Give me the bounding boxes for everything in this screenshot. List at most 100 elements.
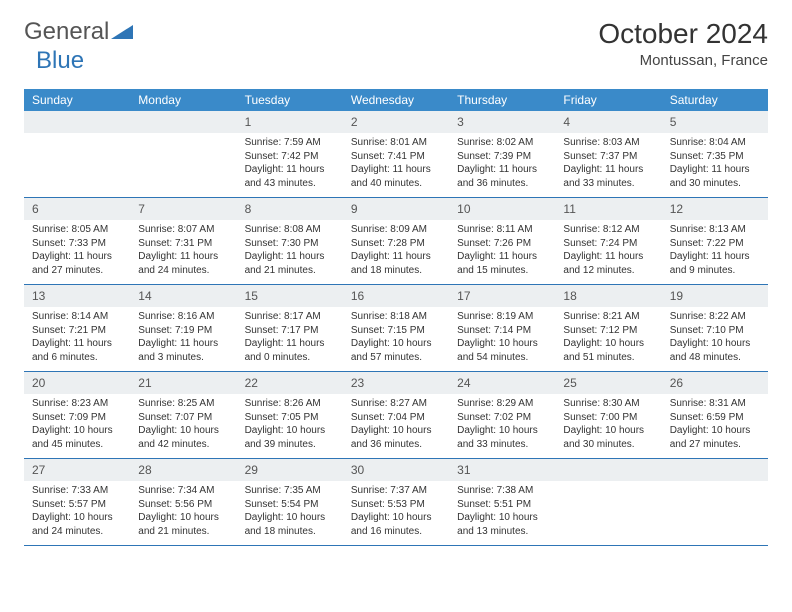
day-detail: Sunrise: 8:18 AMSunset: 7:15 PMDaylight:… — [343, 307, 449, 370]
sunset-text: Sunset: 5:56 PM — [138, 498, 228, 512]
calendar-day-cell: 17 Sunrise: 8:19 AMSunset: 7:14 PMDayligh… — [449, 285, 555, 371]
sunset-text: Sunset: 7:14 PM — [457, 324, 547, 338]
day-number: 27 — [24, 459, 130, 481]
day-detail: Sunrise: 7:59 AMSunset: 7:42 PMDaylight:… — [237, 133, 343, 196]
calendar-day-cell — [555, 459, 661, 545]
sunrise-text: Sunrise: 8:30 AM — [563, 397, 653, 411]
daylight-text: Daylight: 11 hours and 6 minutes. — [32, 337, 122, 364]
calendar-day-cell: 11Sunrise: 8:12 AMSunset: 7:24 PMDayligh… — [555, 198, 661, 284]
day-number: 16 — [343, 285, 449, 307]
calendar-day-cell: 12Sunrise: 8:13 AMSunset: 7:22 PMDayligh… — [662, 198, 768, 284]
daylight-text: Daylight: 10 hours and 54 minutes. — [457, 337, 547, 364]
calendar-day-cell: 4Sunrise: 8:03 AMSunset: 7:37 PMDaylight… — [555, 111, 661, 197]
calendar-day-cell — [24, 111, 130, 197]
daylight-text: Daylight: 11 hours and 40 minutes. — [351, 163, 441, 190]
daylight-text: Daylight: 11 hours and 30 minutes. — [670, 163, 760, 190]
day-number — [24, 111, 130, 133]
sunset-text: Sunset: 7:26 PM — [457, 237, 547, 251]
sunset-text: Sunset: 7:39 PM — [457, 150, 547, 164]
day-number: 13 — [24, 285, 130, 307]
sunrise-text: Sunrise: 7:35 AM — [245, 484, 335, 498]
calendar-day-cell: 9Sunrise: 8:09 AMSunset: 7:28 PMDaylight… — [343, 198, 449, 284]
day-number: 24 — [449, 372, 555, 394]
day-number: 17 — [449, 285, 555, 307]
day-detail: Sunrise: 8:04 AMSunset: 7:35 PMDaylight:… — [662, 133, 768, 196]
daylight-text: Daylight: 10 hours and 36 minutes. — [351, 424, 441, 451]
sunset-text: Sunset: 7:30 PM — [245, 237, 335, 251]
sunset-text: Sunset: 7:31 PM — [138, 237, 228, 251]
calendar-day-cell: 27Sunrise: 7:33 AMSunset: 5:57 PMDayligh… — [24, 459, 130, 545]
day-number — [130, 111, 236, 133]
daylight-text: Daylight: 10 hours and 57 minutes. — [351, 337, 441, 364]
sunset-text: Sunset: 7:04 PM — [351, 411, 441, 425]
page-title: October 2024 — [598, 18, 768, 50]
day-detail: Sunrise: 8:14 AMSunset: 7:21 PMDaylight:… — [24, 307, 130, 370]
calendar: Sunday Monday Tuesday Wednesday Thursday… — [24, 89, 768, 546]
sunrise-text: Sunrise: 8:19 AM — [457, 310, 547, 324]
day-number — [662, 459, 768, 481]
sunset-text: Sunset: 7:02 PM — [457, 411, 547, 425]
day-detail: Sunrise: 8:13 AMSunset: 7:22 PMDaylight:… — [662, 220, 768, 283]
sunrise-text: Sunrise: 8:03 AM — [563, 136, 653, 150]
day-number: 14 — [130, 285, 236, 307]
sunrise-text: Sunrise: 7:37 AM — [351, 484, 441, 498]
sunset-text: Sunset: 7:00 PM — [563, 411, 653, 425]
sunset-text: Sunset: 7:21 PM — [32, 324, 122, 338]
sunrise-text: Sunrise: 8:17 AM — [245, 310, 335, 324]
daylight-text: Daylight: 10 hours and 18 minutes. — [245, 511, 335, 538]
daylight-text: Daylight: 10 hours and 24 minutes. — [32, 511, 122, 538]
brand-triangle-icon — [111, 18, 133, 46]
sunset-text: Sunset: 7:28 PM — [351, 237, 441, 251]
calendar-day-cell: 24Sunrise: 8:29 AMSunset: 7:02 PMDayligh… — [449, 372, 555, 458]
day-number: 28 — [130, 459, 236, 481]
sunrise-text: Sunrise: 8:22 AM — [670, 310, 760, 324]
daylight-text: Daylight: 11 hours and 12 minutes. — [563, 250, 653, 277]
calendar-day-cell: 28Sunrise: 7:34 AMSunset: 5:56 PMDayligh… — [130, 459, 236, 545]
sunrise-text: Sunrise: 8:13 AM — [670, 223, 760, 237]
calendar-day-cell: 14Sunrise: 8:16 AMSunset: 7:19 PMDayligh… — [130, 285, 236, 371]
daylight-text: Daylight: 10 hours and 13 minutes. — [457, 511, 547, 538]
sunset-text: Sunset: 7:42 PM — [245, 150, 335, 164]
daylight-text: Daylight: 11 hours and 24 minutes. — [138, 250, 228, 277]
sunrise-text: Sunrise: 7:34 AM — [138, 484, 228, 498]
sunrise-text: Sunrise: 7:38 AM — [457, 484, 547, 498]
sunrise-text: Sunrise: 8:25 AM — [138, 397, 228, 411]
day-number: 30 — [343, 459, 449, 481]
day-detail: Sunrise: 8:29 AMSunset: 7:02 PMDaylight:… — [449, 394, 555, 457]
sunset-text: Sunset: 7:09 PM — [32, 411, 122, 425]
daylight-text: Daylight: 11 hours and 0 minutes. — [245, 337, 335, 364]
sunrise-text: Sunrise: 8:07 AM — [138, 223, 228, 237]
sunset-text: Sunset: 7:33 PM — [32, 237, 122, 251]
calendar-day-cell: 3Sunrise: 8:02 AMSunset: 7:39 PMDaylight… — [449, 111, 555, 197]
sunset-text: Sunset: 7:17 PM — [245, 324, 335, 338]
day-detail: Sunrise: 7:33 AMSunset: 5:57 PMDaylight:… — [24, 481, 130, 544]
daylight-text: Daylight: 10 hours and 42 minutes. — [138, 424, 228, 451]
day-number: 23 — [343, 372, 449, 394]
day-number: 8 — [237, 198, 343, 220]
sunrise-text: Sunrise: 8:23 AM — [32, 397, 122, 411]
calendar-week-row: 20Sunrise: 8:23 AMSunset: 7:09 PMDayligh… — [24, 372, 768, 459]
daylight-text: Daylight: 10 hours and 39 minutes. — [245, 424, 335, 451]
day-detail: Sunrise: 8:12 AMSunset: 7:24 PMDaylight:… — [555, 220, 661, 283]
sunrise-text: Sunrise: 8:09 AM — [351, 223, 441, 237]
sunrise-text: Sunrise: 8:21 AM — [563, 310, 653, 324]
daylight-text: Daylight: 10 hours and 33 minutes. — [457, 424, 547, 451]
daylight-text: Daylight: 11 hours and 27 minutes. — [32, 250, 122, 277]
weekday-header-row: Sunday Monday Tuesday Wednesday Thursday… — [24, 89, 768, 111]
weekday-wednesday: Wednesday — [343, 89, 449, 111]
day-detail: Sunrise: 8:02 AMSunset: 7:39 PMDaylight:… — [449, 133, 555, 196]
daylight-text: Daylight: 11 hours and 33 minutes. — [563, 163, 653, 190]
daylight-text: Daylight: 10 hours and 27 minutes. — [670, 424, 760, 451]
calendar-day-cell: 6Sunrise: 8:05 AMSunset: 7:33 PMDaylight… — [24, 198, 130, 284]
sunrise-text: Sunrise: 8:14 AM — [32, 310, 122, 324]
weekday-saturday: Saturday — [662, 89, 768, 111]
calendar-day-cell — [662, 459, 768, 545]
sunset-text: Sunset: 5:51 PM — [457, 498, 547, 512]
daylight-text: Daylight: 11 hours and 43 minutes. — [245, 163, 335, 190]
sunset-text: Sunset: 7:19 PM — [138, 324, 228, 338]
day-detail: Sunrise: 8:21 AMSunset: 7:12 PMDaylight:… — [555, 307, 661, 370]
sunrise-text: Sunrise: 8:26 AM — [245, 397, 335, 411]
weekday-sunday: Sunday — [24, 89, 130, 111]
sunset-text: Sunset: 7:15 PM — [351, 324, 441, 338]
day-number: 22 — [237, 372, 343, 394]
